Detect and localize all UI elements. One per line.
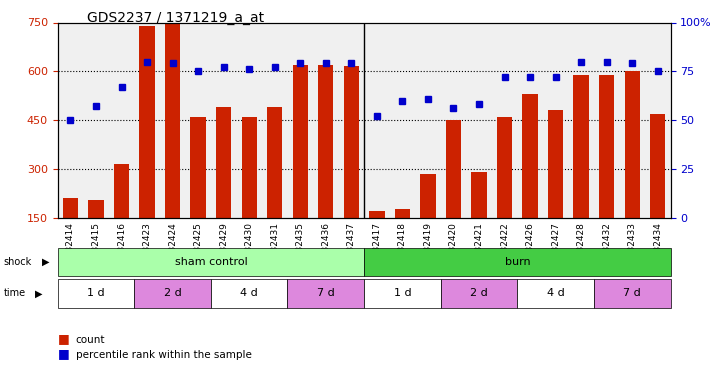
FancyBboxPatch shape bbox=[58, 279, 134, 308]
Bar bbox=[114, 164, 129, 218]
Text: 1 d: 1 d bbox=[87, 288, 105, 298]
Text: 2 d: 2 d bbox=[470, 288, 488, 298]
Text: GDS2237 / 1371219_a_at: GDS2237 / 1371219_a_at bbox=[87, 11, 264, 25]
Bar bbox=[165, 22, 180, 218]
Bar bbox=[89, 200, 104, 217]
Text: 4 d: 4 d bbox=[240, 288, 258, 298]
Bar bbox=[216, 107, 231, 218]
Text: shock: shock bbox=[4, 256, 32, 267]
Bar bbox=[599, 75, 614, 217]
Text: 1 d: 1 d bbox=[394, 288, 411, 298]
Text: percentile rank within the sample: percentile rank within the sample bbox=[76, 350, 252, 360]
Bar bbox=[650, 114, 665, 218]
Bar bbox=[369, 211, 384, 217]
Text: 7 d: 7 d bbox=[317, 288, 335, 298]
Bar bbox=[624, 71, 640, 217]
Text: ▶: ▶ bbox=[35, 288, 42, 298]
FancyBboxPatch shape bbox=[364, 279, 441, 308]
FancyBboxPatch shape bbox=[288, 279, 364, 308]
Bar bbox=[573, 75, 589, 217]
Bar bbox=[139, 26, 155, 217]
Text: 4 d: 4 d bbox=[547, 288, 565, 298]
Text: ▶: ▶ bbox=[42, 256, 49, 267]
FancyBboxPatch shape bbox=[594, 279, 671, 308]
FancyBboxPatch shape bbox=[58, 248, 364, 276]
Text: count: count bbox=[76, 335, 105, 345]
Bar bbox=[318, 65, 333, 218]
FancyBboxPatch shape bbox=[364, 248, 671, 276]
Bar bbox=[344, 66, 359, 218]
Text: time: time bbox=[4, 288, 26, 298]
FancyBboxPatch shape bbox=[211, 279, 288, 308]
FancyBboxPatch shape bbox=[441, 279, 518, 308]
Bar bbox=[395, 209, 410, 218]
Bar bbox=[472, 172, 487, 217]
Bar bbox=[523, 94, 538, 218]
Bar bbox=[446, 120, 461, 218]
Bar bbox=[497, 117, 512, 218]
Bar bbox=[190, 117, 205, 218]
Bar bbox=[548, 110, 563, 218]
Bar bbox=[293, 65, 308, 218]
Bar bbox=[63, 198, 78, 217]
Text: 7 d: 7 d bbox=[624, 288, 641, 298]
Text: sham control: sham control bbox=[174, 256, 247, 267]
Bar bbox=[267, 107, 283, 218]
Text: burn: burn bbox=[505, 256, 530, 267]
Text: 2 d: 2 d bbox=[164, 288, 182, 298]
Bar bbox=[420, 174, 435, 217]
Bar bbox=[242, 117, 257, 218]
FancyBboxPatch shape bbox=[134, 279, 211, 308]
Text: ■: ■ bbox=[58, 347, 69, 360]
FancyBboxPatch shape bbox=[518, 279, 594, 308]
Text: ■: ■ bbox=[58, 332, 69, 345]
